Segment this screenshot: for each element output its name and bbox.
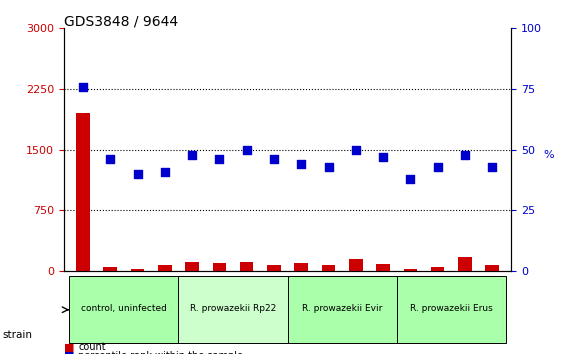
Point: [351, 147, 360, 153]
Point: [433, 164, 442, 170]
Point: [378, 154, 388, 160]
Bar: [322, 265, 335, 271]
Point: [406, 176, 415, 182]
Bar: [240, 262, 253, 271]
Text: R. prowazekii Evir: R. prowazekii Evir: [302, 304, 382, 314]
Point: [106, 156, 115, 162]
FancyBboxPatch shape: [69, 276, 178, 343]
Text: percentile rank within the sample: percentile rank within the sample: [78, 351, 243, 354]
Text: ■: ■: [64, 351, 74, 354]
FancyBboxPatch shape: [178, 276, 288, 343]
Text: ■: ■: [64, 342, 74, 352]
Bar: [103, 267, 117, 271]
Text: GDS3848 / 9644: GDS3848 / 9644: [64, 14, 178, 28]
Text: strain: strain: [3, 330, 33, 339]
Y-axis label: %: %: [544, 150, 554, 160]
Text: R. prowazekii Rp22: R. prowazekii Rp22: [190, 304, 276, 314]
Text: count: count: [78, 342, 106, 352]
Bar: [376, 264, 390, 271]
Point: [324, 164, 333, 170]
Point: [460, 152, 469, 158]
Bar: [185, 262, 199, 271]
Point: [270, 156, 279, 162]
Bar: [267, 264, 281, 271]
Bar: [213, 263, 226, 271]
Point: [188, 152, 197, 158]
Point: [242, 147, 252, 153]
Bar: [431, 267, 444, 271]
Point: [78, 84, 88, 90]
Bar: [295, 263, 308, 271]
Point: [215, 156, 224, 162]
FancyBboxPatch shape: [288, 276, 397, 343]
Bar: [485, 265, 499, 271]
Bar: [131, 269, 145, 271]
Point: [160, 169, 170, 175]
FancyBboxPatch shape: [397, 276, 506, 343]
Bar: [458, 257, 472, 271]
Bar: [158, 266, 171, 271]
Text: control, uninfected: control, uninfected: [81, 304, 167, 314]
Point: [487, 164, 497, 170]
Point: [133, 171, 142, 177]
Bar: [349, 258, 363, 271]
Bar: [404, 269, 417, 271]
Point: [296, 161, 306, 167]
Bar: [76, 113, 90, 271]
Text: R. prowazekii Erus: R. prowazekii Erus: [410, 304, 493, 314]
